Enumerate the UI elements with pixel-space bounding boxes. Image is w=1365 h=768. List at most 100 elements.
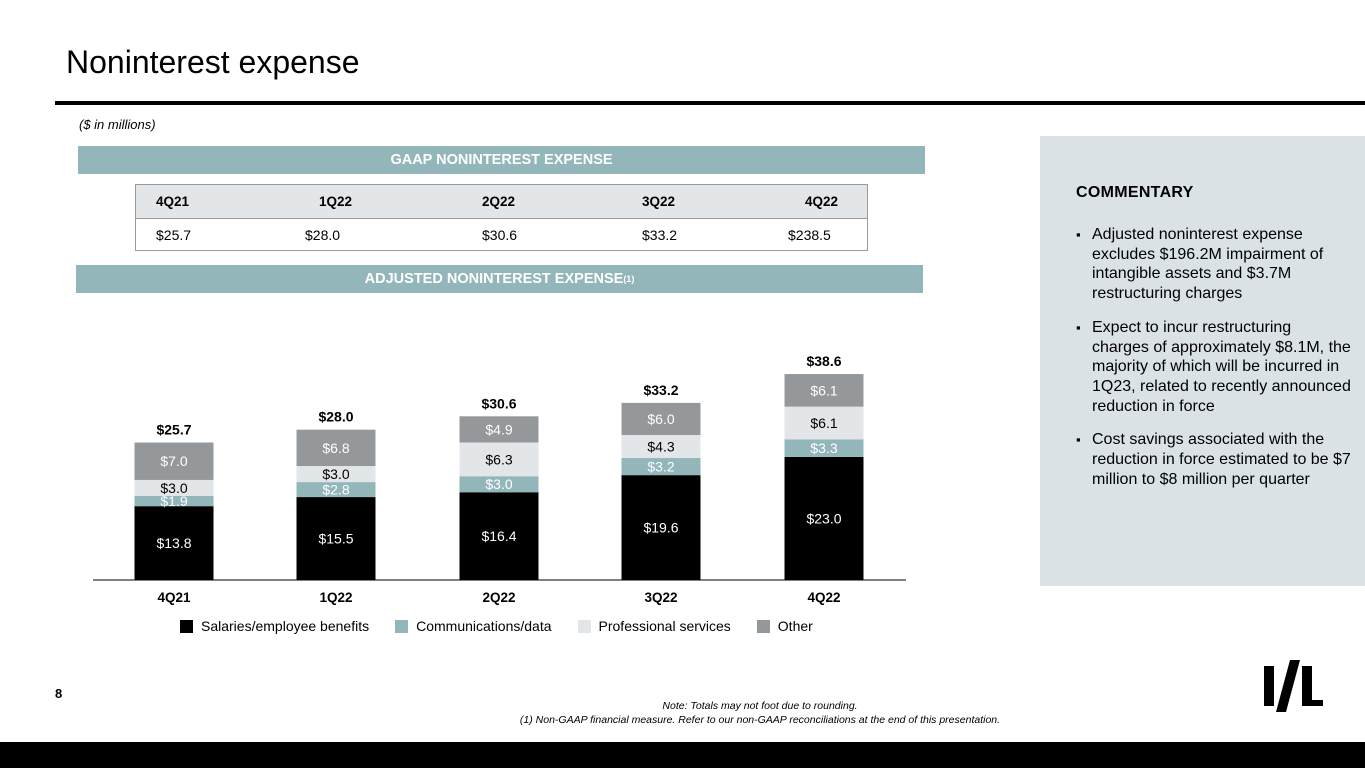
data-label: $16.4 [481, 528, 516, 544]
total-label: $25.7 [156, 422, 191, 438]
adjusted-expense-chart: $13.8$1.9$3.0$7.0$25.74Q21$15.5$2.8$3.0$… [93, 353, 906, 605]
gaap-value-4q21: $25.7 [156, 227, 192, 243]
data-label: $4.9 [485, 421, 512, 437]
company-logo-icon [1264, 660, 1323, 712]
gaap-col-1q22: 1Q22 [319, 194, 353, 209]
legend-label-salaries: Salaries/employee benefits [201, 618, 370, 634]
chart-legend: Salaries/employee benefits Communication… [180, 618, 839, 634]
rounding-note: Note: Totals may not foot due to roundin… [662, 700, 858, 712]
total-label: $38.6 [806, 353, 841, 369]
bar-segment-3q22-s1 [621, 458, 701, 476]
x-tick-label: 1Q22 [319, 590, 352, 605]
gaap-table-header-row: 4Q21 1Q22 2Q22 3Q22 4Q22 [136, 185, 867, 219]
commentary-bullet: ▪ Adjusted noninterest expense excludes $… [1076, 225, 1351, 304]
data-label: $15.5 [318, 531, 353, 547]
gaap-table-value-row: $25.7 $28.0 $30.6 $33.2 $238.5 [136, 219, 867, 251]
bar-segment-2q22-s0 [459, 492, 539, 580]
data-label: $4.3 [647, 439, 674, 455]
x-tick-label: 3Q22 [644, 590, 677, 605]
gaap-header-band: GAAP NONINTEREST EXPENSE [78, 146, 925, 174]
data-label: $3.0 [485, 476, 512, 492]
legend-swatch-communications [395, 619, 409, 633]
bar-segment-3q22-s0 [621, 475, 701, 580]
page-number: 8 [55, 686, 63, 701]
data-label: $6.0 [647, 411, 674, 427]
data-label: $13.8 [156, 535, 191, 551]
legend-label-other: Other [777, 618, 813, 634]
bar-segment-4q22-s1 [784, 439, 864, 457]
commentary-bullet-text: Expect to incur restructuring charges of… [1092, 318, 1351, 415]
data-label: $19.6 [643, 520, 678, 536]
commentary-panel: COMMENTARY ▪ Adjusted noninterest expense… [1040, 136, 1365, 586]
bar-segment-4q22-s2 [784, 406, 864, 440]
gaap-header-label: GAAP NONINTEREST EXPENSE [390, 152, 613, 168]
units-note: ($ in millions) [79, 117, 156, 132]
gaap-expense-table: 4Q21 1Q22 2Q22 3Q22 4Q22 $25.7 $28.0 $30… [135, 184, 868, 251]
bar-segment-4q22-s0 [784, 456, 864, 580]
title-divider [55, 101, 1365, 105]
data-label: $3.0 [160, 480, 187, 496]
bar-segment-4q21-s0 [134, 506, 214, 580]
gaap-col-2q22: 2Q22 [482, 194, 516, 209]
legend-swatch-professional [577, 619, 591, 633]
bar-segment-1q22-s3 [296, 429, 376, 467]
gaap-col-4q21: 4Q21 [156, 194, 190, 209]
bar-segment-4q21-s2 [134, 479, 214, 497]
total-label: $30.6 [481, 395, 516, 411]
data-label: $23.0 [806, 510, 841, 526]
gaap-value-4q22: $238.5 [788, 227, 831, 243]
commentary-title: COMMENTARY [1076, 184, 1194, 201]
commentary-bullets: ▪ Adjusted noninterest expense excludes $… [1076, 225, 1351, 503]
x-tick-label: 4Q21 [157, 590, 191, 605]
bar-segment-2q22-s2 [459, 442, 539, 477]
total-label: $28.0 [318, 409, 353, 425]
data-label: $3.2 [647, 459, 674, 475]
data-label: $3.0 [322, 466, 349, 482]
bullet-marker-icon: ▪ [1076, 432, 1081, 448]
adjusted-header-label: ADJUSTED NONINTEREST EXPENSE [364, 271, 624, 287]
bar-segment-4q22-s3 [784, 374, 864, 407]
commentary-bullet-text: Adjusted noninterest expense excludes $1… [1092, 226, 1324, 303]
bar-segment-2q22-s1 [459, 476, 539, 493]
adjusted-header-band: ADJUSTED NONINTEREST EXPENSE (1) [76, 265, 923, 293]
legend-swatch-salaries [180, 619, 193, 633]
gaap-value-2q22: $30.6 [482, 227, 518, 243]
commentary-bullet-text: Cost savings associated with the reducti… [1092, 431, 1351, 488]
legend-label-professional: Professional services [598, 618, 731, 634]
non-gaap-note: (1) Non-GAAP financial measure. Refer to… [519, 714, 1001, 726]
footer-bar [0, 742, 1365, 768]
bar-segment-1q22-s2 [296, 466, 376, 483]
legend-label-communications: Communications/data [416, 618, 552, 634]
footnote-marker: (1) [623, 274, 635, 284]
bar-segment-3q22-s2 [621, 435, 701, 459]
legend-item-salaries: Salaries/employee benefits [180, 618, 369, 634]
bar-segment-1q22-s1 [296, 482, 376, 498]
gaap-value-3q22: $33.2 [642, 227, 678, 243]
bar-segment-1q22-s0 [296, 497, 376, 580]
total-label: $33.2 [643, 382, 678, 398]
bar-segment-3q22-s3 [621, 402, 701, 436]
gaap-col-3q22: 3Q22 [642, 194, 676, 209]
legend-item-professional: Professional services [577, 618, 731, 634]
data-label: $7.0 [160, 453, 187, 469]
data-label: $3.3 [810, 440, 837, 456]
page-title: Noninterest expense [66, 44, 360, 80]
bar-segment-4q21-s1 [134, 496, 214, 507]
commentary-bullet: ▪ Cost savings associated with the reduct… [1076, 430, 1351, 489]
bullet-marker-icon: ▪ [1076, 319, 1081, 335]
bar-segment-4q21-s3 [134, 442, 214, 480]
gaap-value-1q22: $28.0 [305, 227, 341, 243]
data-label: $6.1 [810, 415, 837, 431]
gaap-col-4q22: 4Q22 [805, 194, 839, 209]
legend-item-other: Other [756, 618, 813, 634]
data-label: $6.1 [810, 382, 837, 398]
data-label: $2.8 [322, 482, 349, 498]
legend-swatch-other [756, 619, 770, 633]
bullet-marker-icon: ▪ [1076, 227, 1081, 242]
x-tick-label: 2Q22 [482, 590, 515, 605]
commentary-bullet: ▪ Expect to incur restructuring charges o… [1076, 318, 1351, 417]
bar-segment-2q22-s3 [459, 416, 539, 443]
data-label: $6.3 [485, 451, 512, 467]
x-tick-label: 4Q22 [807, 590, 840, 605]
data-label: $6.8 [322, 440, 349, 456]
